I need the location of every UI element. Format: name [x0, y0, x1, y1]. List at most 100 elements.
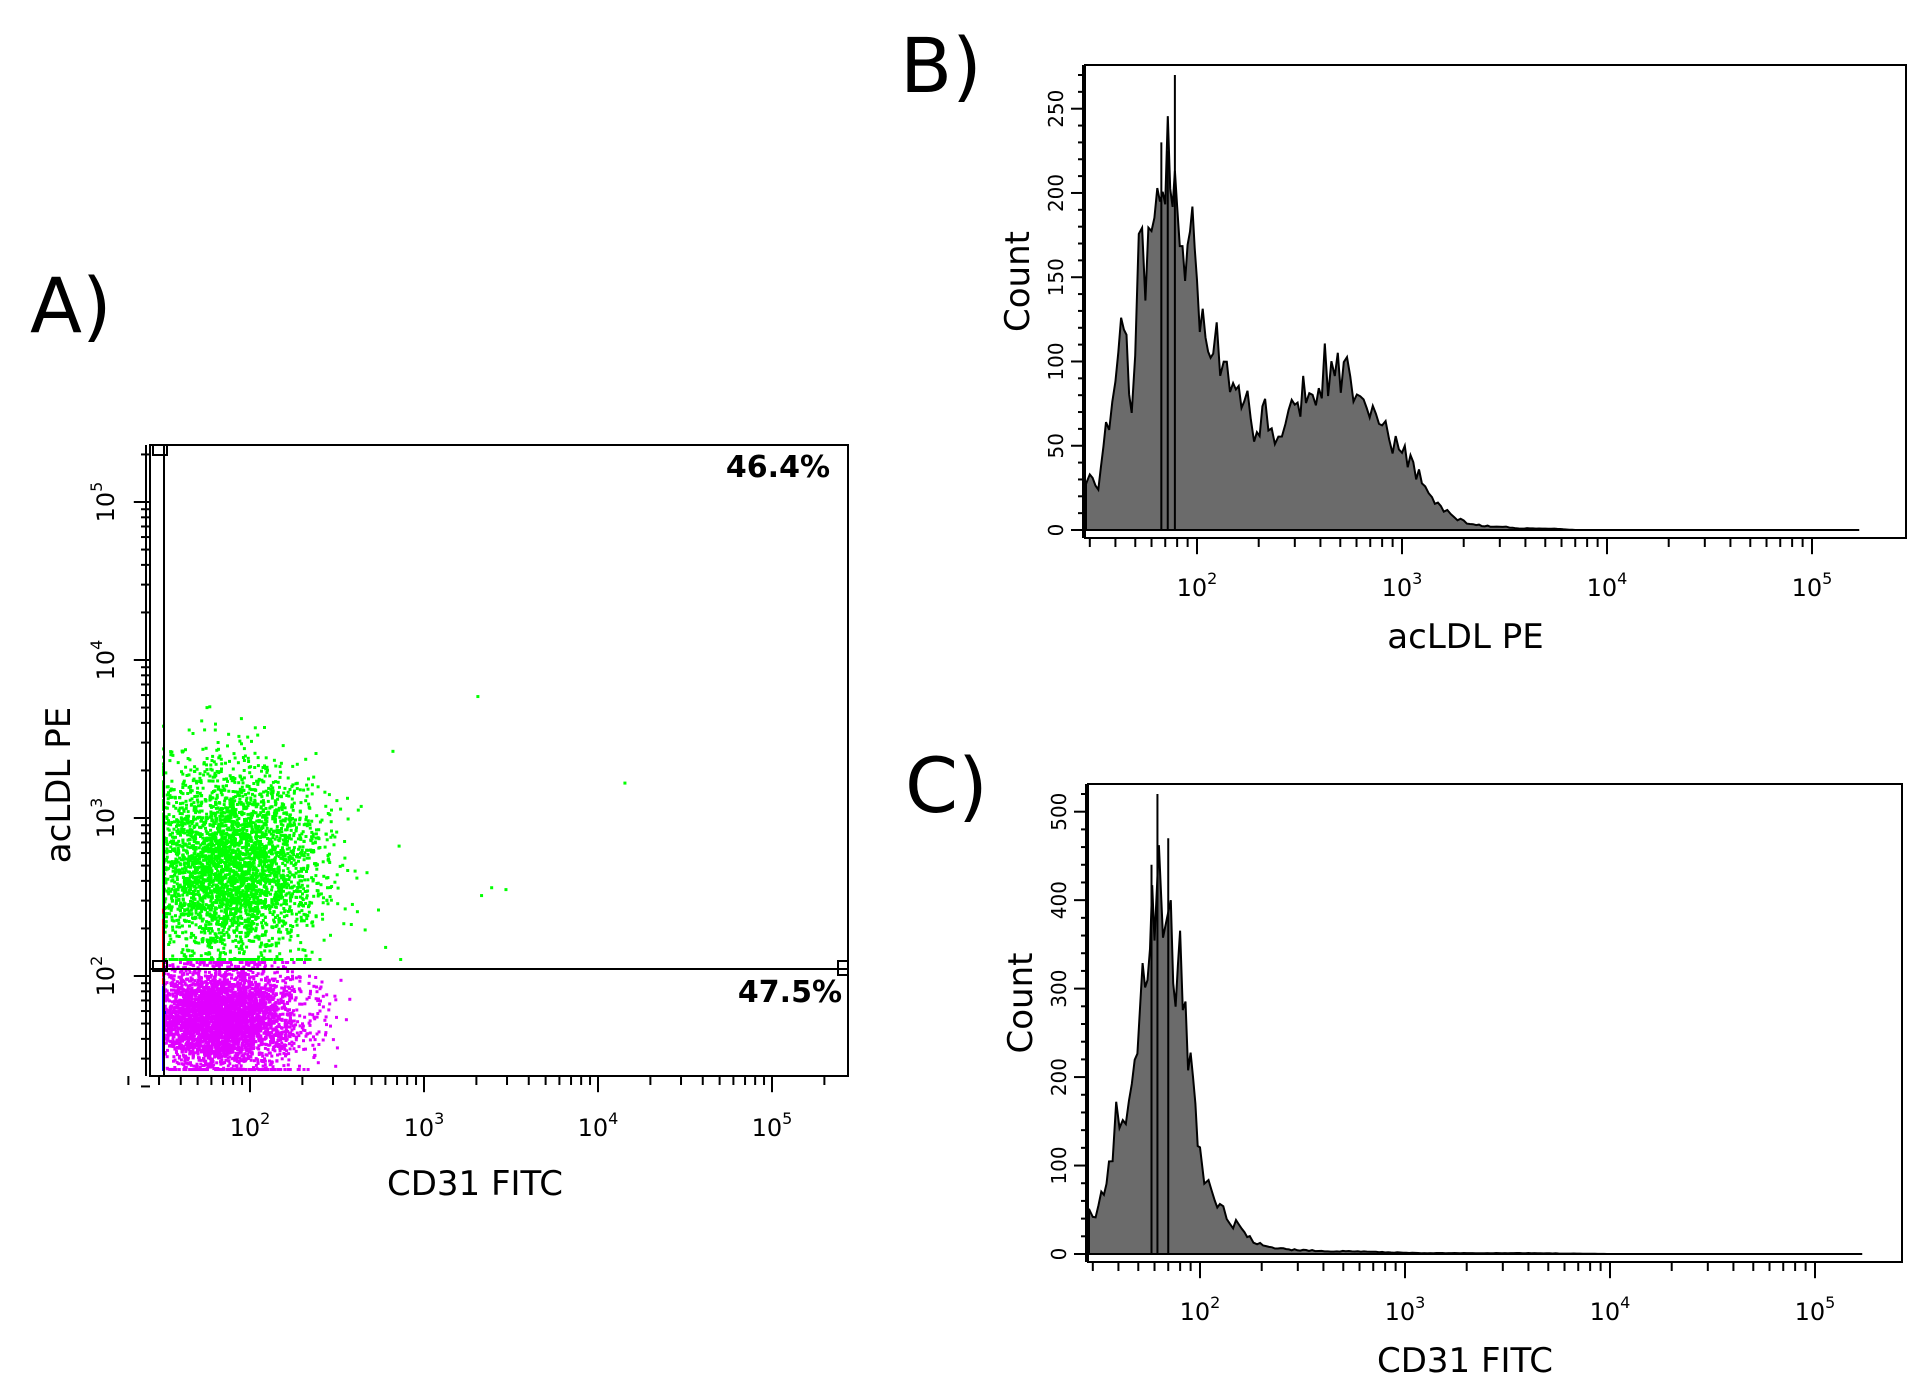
event-dot: [190, 831, 194, 835]
event-dot: [242, 837, 246, 841]
event-dot: [318, 820, 322, 824]
event-dot: [307, 777, 310, 781]
event-dot: [190, 797, 194, 801]
event-dot: [164, 958, 168, 961]
event-dot: [247, 958, 251, 961]
event-dot: [279, 930, 283, 934]
event-dot: [172, 885, 176, 889]
event-dot: [301, 830, 305, 834]
event-dot: [253, 726, 257, 730]
event-dot: [190, 883, 194, 887]
event-dot: [200, 794, 204, 797]
event-dot: [250, 739, 253, 743]
event-dot: [213, 814, 217, 817]
event-dot: [215, 859, 219, 863]
event-dot: [237, 940, 241, 944]
event-dot: [176, 888, 180, 892]
event-dot: [286, 874, 290, 878]
event-dot: [271, 780, 275, 784]
event-dot: [246, 924, 250, 928]
event-dot: [210, 901, 214, 905]
event-dot: [209, 767, 213, 771]
event-dot: [299, 915, 303, 919]
event-dot: [201, 938, 205, 942]
event-dot: [232, 918, 236, 922]
event-dot: [283, 786, 287, 790]
event-dot: [233, 815, 237, 819]
event-dot: [215, 842, 219, 846]
event-dot: [208, 864, 212, 868]
event-dot: [230, 958, 234, 961]
event-dot: [266, 944, 270, 948]
event-dot: [267, 855, 271, 859]
event-dot: [284, 839, 288, 842]
event-dot: [261, 926, 265, 930]
event-dot: [184, 868, 188, 872]
event-dot: [216, 846, 220, 850]
event-dot: [195, 798, 199, 802]
event-dot: [164, 858, 168, 862]
event-dot: [223, 832, 227, 836]
event-dot: [188, 824, 192, 828]
event-dot: [264, 767, 268, 771]
event-dot: [267, 939, 271, 943]
event-dot: [248, 787, 252, 791]
event-dot: [280, 808, 284, 812]
event-dot: [209, 937, 213, 941]
event-dot: [259, 847, 263, 850]
event-dot: [231, 855, 235, 859]
event-dot: [207, 929, 211, 933]
population-0: [162, 705, 401, 961]
event-dot: [227, 862, 231, 866]
event-dot: [284, 893, 288, 897]
event-dot: [214, 850, 218, 854]
event-dot: [240, 891, 243, 895]
event-dot: [216, 874, 220, 878]
event-dot: [189, 908, 193, 912]
event-dot: [217, 848, 221, 851]
event-dot: [200, 885, 204, 889]
event-dot: [244, 898, 248, 902]
event-dot: [237, 832, 240, 836]
event-dot: [198, 857, 202, 860]
event-dot: [177, 922, 181, 925]
event-dot: [260, 878, 264, 882]
event-dot: [201, 900, 205, 904]
event-dot: [230, 808, 234, 812]
event-dot: [220, 902, 224, 906]
event-dot: [193, 859, 197, 863]
event-dot: [314, 752, 318, 755]
event-dot: [189, 785, 193, 788]
event-dot: [235, 878, 239, 882]
event-dot: [224, 952, 227, 956]
event-dot: [219, 940, 223, 944]
event-dot: [273, 958, 277, 961]
event-dot: [206, 944, 210, 948]
event-dot: [315, 985, 318, 989]
event-dot: [238, 854, 241, 858]
event-dot: [231, 900, 235, 904]
event-dot: [216, 787, 220, 791]
event-dot: [212, 837, 216, 841]
event-dot: [270, 936, 274, 940]
event-dot: [262, 803, 266, 807]
event-dot: [296, 886, 300, 889]
event-dot: [205, 812, 209, 816]
event-dot: [169, 908, 173, 912]
event-dot: [306, 848, 310, 852]
event-dot: [260, 953, 264, 957]
event-dot: [305, 856, 309, 860]
event-dot: [187, 773, 191, 777]
event-dot: [236, 861, 240, 865]
event-dot: [253, 909, 256, 913]
event-dot: [304, 818, 308, 822]
event-dot: [218, 754, 222, 758]
event-dot: [287, 856, 291, 859]
event-dot: [260, 875, 264, 879]
event-dot: [230, 862, 234, 866]
event-dot: [225, 873, 229, 877]
event-dot: [172, 974, 176, 978]
event-dot: [289, 818, 293, 822]
event-dot: [239, 865, 243, 869]
event-dot: [163, 925, 167, 929]
